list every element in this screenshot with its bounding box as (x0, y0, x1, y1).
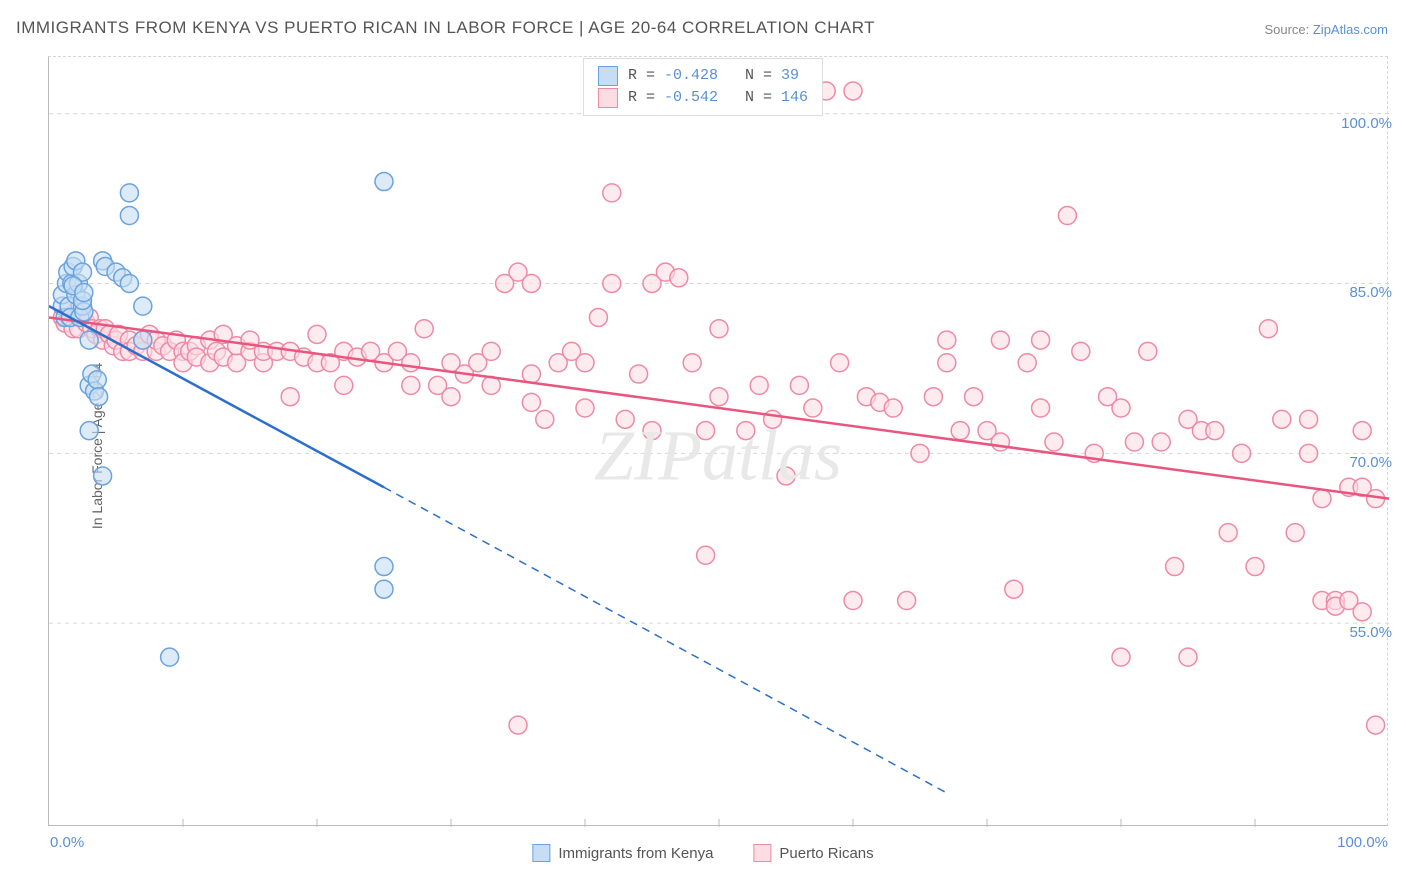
legend-swatch (598, 88, 618, 108)
x-tick-label: 100.0% (1337, 834, 1388, 851)
y-tick-label: 55.0% (1349, 624, 1392, 641)
correlation-row: R = -0.428 N = 39 (598, 65, 808, 87)
correlation-text: R = -0.542 N = 146 (628, 87, 808, 109)
legend-label: Immigrants from Kenya (558, 845, 713, 862)
plot-area: ZIPatlas (48, 56, 1388, 826)
legend-item: Immigrants from Kenya (532, 844, 713, 862)
correlation-text: R = -0.428 N = 39 (628, 65, 799, 87)
x-tick-label: 0.0% (50, 834, 84, 851)
scatter-chart-svg (49, 57, 1389, 827)
y-tick-label: 100.0% (1341, 115, 1392, 132)
y-tick-label: 70.0% (1349, 454, 1392, 471)
legend-swatch (753, 844, 771, 862)
legend-item: Puerto Ricans (753, 844, 873, 862)
chart-title: IMMIGRANTS FROM KENYA VS PUERTO RICAN IN… (16, 18, 875, 38)
legend-label: Puerto Ricans (779, 845, 873, 862)
source-link[interactable]: ZipAtlas.com (1313, 22, 1388, 37)
legend-swatch (532, 844, 550, 862)
series-legend: Immigrants from Kenya Puerto Ricans (532, 844, 873, 862)
correlation-legend: R = -0.428 N = 39 R = -0.542 N = 146 (583, 58, 823, 116)
y-tick-label: 85.0% (1349, 284, 1392, 301)
legend-swatch (598, 66, 618, 86)
correlation-row: R = -0.542 N = 146 (598, 87, 808, 109)
source-attribution: Source: ZipAtlas.com (1264, 22, 1388, 37)
source-label: Source: (1264, 22, 1312, 37)
